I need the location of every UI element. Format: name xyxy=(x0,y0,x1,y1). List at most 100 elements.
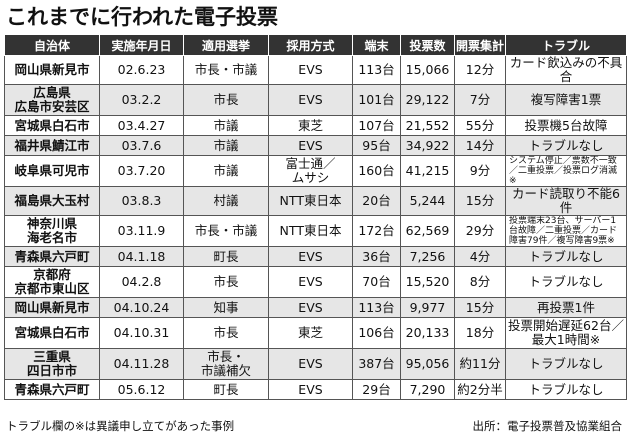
e-voting-table: 自治体 実施年月日 適用選挙 採用方式 端末 投票数 開票集計 トラブル 岡山県… xyxy=(4,34,627,400)
table-row: 岡山県新見市 02.6.23 市長・市議 EVS 113台 15,066 12分 カード飲込み… xyxy=(4,55,627,85)
cell-election: 町長 xyxy=(183,379,269,400)
table-row: 福島県大玉村 03.8.3 村議 NTT東日本 20台 5,244 15分 カード読取り不能6… xyxy=(4,186,627,216)
cell-system: 東芝 xyxy=(268,115,353,136)
cell-date: 02.6.23 xyxy=(99,55,184,85)
cell-votes: 5,244 xyxy=(400,186,455,216)
cell-system: EVS xyxy=(268,266,353,298)
cell-system: EVS xyxy=(268,379,353,400)
cell-municipality: 神奈川県 海老名市 xyxy=(4,215,100,247)
footnote: トラブル欄の※は異議申し立てがあった事例 xyxy=(6,419,235,433)
cell-date: 04.10.24 xyxy=(99,297,184,318)
header-count-time: 開票集計 xyxy=(454,34,506,56)
table-row: 青森県六戸町 04.1.18 町長 EVS 36台 7,256 4分 トラブルなし xyxy=(4,246,627,267)
table-row: 岐阜県可児市 03.7.20 市議 富士通／ ムサシ 160台 41,215 9分 システム停… xyxy=(4,155,627,187)
cell-municipality: 岡山県新見市 xyxy=(4,55,100,85)
cell-election: 町長 xyxy=(183,246,269,267)
header-system: 採用方式 xyxy=(268,34,353,56)
cell-count-time: 約11分 xyxy=(454,348,506,380)
header-votes: 投票数 xyxy=(400,34,455,56)
cell-municipality: 福島県大玉村 xyxy=(4,186,100,216)
cell-election: 市長・ 市議補欠 xyxy=(183,348,269,380)
cell-votes: 95,056 xyxy=(400,348,455,380)
cell-municipality: 岡山県新見市 xyxy=(4,297,100,318)
cell-trouble: トラブルなし xyxy=(505,266,627,298)
cell-election: 知事 xyxy=(183,297,269,318)
cell-system: 東芝 xyxy=(268,317,353,349)
table-row: 岡山県新見市 04.10.24 知事 EVS 113台 9,977 15分 再投票1件 xyxy=(4,297,627,318)
cell-count-time: 55分 xyxy=(454,115,506,136)
cell-votes: 21,552 xyxy=(400,115,455,136)
cell-system: EVS xyxy=(268,135,353,156)
cell-terminals: 36台 xyxy=(352,246,401,267)
header-trouble: トラブル xyxy=(505,34,627,56)
cell-votes: 29,122 xyxy=(400,84,455,116)
cell-votes: 7,290 xyxy=(400,379,455,400)
cell-system: NTT東日本 xyxy=(268,186,353,216)
cell-election: 市長 xyxy=(183,317,269,349)
cell-trouble: 投票機5台故障 xyxy=(505,115,627,136)
table-row: 神奈川県 海老名市 03.11.9 市長・市議 NTT東日本 172台 62,569 29分… xyxy=(4,215,627,247)
cell-trouble: トラブルなし xyxy=(505,135,627,156)
cell-trouble: トラブルなし xyxy=(505,379,627,400)
cell-votes: 20,133 xyxy=(400,317,455,349)
cell-terminals: 172台 xyxy=(352,215,401,247)
cell-date: 05.6.12 xyxy=(99,379,184,400)
cell-municipality: 青森県六戸町 xyxy=(4,246,100,267)
cell-election: 市議 xyxy=(183,155,269,187)
header-municipality: 自治体 xyxy=(4,34,100,56)
cell-municipality: 宮城県白石市 xyxy=(4,115,100,136)
cell-municipality: 京都府 京都市東山区 xyxy=(4,266,100,298)
cell-date: 04.10.31 xyxy=(99,317,184,349)
cell-election: 市議 xyxy=(183,115,269,136)
cell-trouble: カード飲込みの不具合 xyxy=(505,55,627,85)
cell-terminals: 20台 xyxy=(352,186,401,216)
cell-trouble: システム停止／票数不一致／二重投票／投票ログ消滅※ xyxy=(505,155,627,187)
cell-terminals: 107台 xyxy=(352,115,401,136)
cell-trouble: 投票端末23台、サーバー1台故障／二重投票／カード障害79件／複写障害9票※ xyxy=(505,215,627,247)
cell-terminals: 101台 xyxy=(352,84,401,116)
cell-date: 04.11.28 xyxy=(99,348,184,380)
cell-terminals: 95台 xyxy=(352,135,401,156)
cell-votes: 9,977 xyxy=(400,297,455,318)
cell-votes: 7,256 xyxy=(400,246,455,267)
cell-trouble: 複写障害1票 xyxy=(505,84,627,116)
cell-terminals: 160台 xyxy=(352,155,401,187)
table-row: 三重県 四日市市 04.11.28 市長・ 市議補欠 EVS 387台 95,056 約11… xyxy=(4,348,627,380)
cell-election: 市議 xyxy=(183,135,269,156)
cell-trouble: 投票開始遅延62台／最大1時間※ xyxy=(505,317,627,349)
cell-terminals: 113台 xyxy=(352,297,401,318)
cell-municipality: 宮城県白石市 xyxy=(4,317,100,349)
cell-trouble: 再投票1件 xyxy=(505,297,627,318)
cell-count-time: 8分 xyxy=(454,266,506,298)
cell-municipality: 岐阜県可児市 xyxy=(4,155,100,187)
header-row: 自治体 実施年月日 適用選挙 採用方式 端末 投票数 開票集計 トラブル xyxy=(4,34,627,56)
cell-terminals: 106台 xyxy=(352,317,401,349)
cell-count-time: 12分 xyxy=(454,55,506,85)
cell-date: 04.1.18 xyxy=(99,246,184,267)
table-row: 福井県鯖江市 03.7.6 市議 EVS 95台 34,922 14分 トラブルなし xyxy=(4,135,627,156)
cell-votes: 41,215 xyxy=(400,155,455,187)
header-date: 実施年月日 xyxy=(99,34,184,56)
cell-system: EVS xyxy=(268,84,353,116)
cell-count-time: 約2分半 xyxy=(454,379,506,400)
source-credit: 出所：電子投票普及協業組合 xyxy=(472,419,623,433)
cell-trouble: カード読取り不能6件 xyxy=(505,186,627,216)
cell-date: 03.4.27 xyxy=(99,115,184,136)
table-row: 宮城県白石市 03.4.27 市議 東芝 107台 21,552 55分 投票機5台故障 xyxy=(4,115,627,136)
cell-municipality: 福井県鯖江市 xyxy=(4,135,100,156)
cell-votes: 34,922 xyxy=(400,135,455,156)
cell-system: EVS xyxy=(268,246,353,267)
cell-count-time: 4分 xyxy=(454,246,506,267)
cell-date: 04.2.8 xyxy=(99,266,184,298)
page-title: これまでに行われた電子投票 xyxy=(6,5,278,29)
cell-trouble: トラブルなし xyxy=(505,348,627,380)
cell-votes: 15,066 xyxy=(400,55,455,85)
cell-election: 村議 xyxy=(183,186,269,216)
header-election: 適用選挙 xyxy=(183,34,269,56)
cell-municipality: 広島県 広島市安芸区 xyxy=(4,84,100,116)
table-row: 宮城県白石市 04.10.31 市長 東芝 106台 20,133 18分 投票開始遅延62台… xyxy=(4,317,627,349)
cell-votes: 62,569 xyxy=(400,215,455,247)
table-row: 広島県 広島市安芸区 03.2.2 市長 EVS 101台 29,122 7分 複写障害1票 xyxy=(4,84,627,116)
cell-municipality: 青森県六戸町 xyxy=(4,379,100,400)
cell-count-time: 14分 xyxy=(454,135,506,156)
